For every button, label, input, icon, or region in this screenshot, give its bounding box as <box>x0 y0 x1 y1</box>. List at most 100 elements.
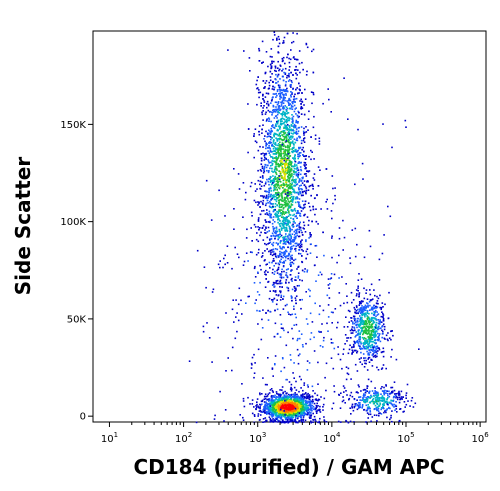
data-point <box>264 405 266 407</box>
data-point <box>361 326 363 329</box>
data-point <box>292 120 294 122</box>
data-point <box>391 391 394 394</box>
data-point <box>284 115 286 117</box>
data-point <box>318 398 321 401</box>
data-point <box>286 74 288 77</box>
data-point <box>376 306 379 308</box>
data-point <box>376 366 378 369</box>
data-point <box>259 418 261 421</box>
data-point <box>276 108 278 111</box>
data-point <box>267 410 269 413</box>
data-point <box>278 405 281 407</box>
data-point <box>378 399 381 402</box>
data-point <box>295 130 298 133</box>
data-point <box>264 96 267 98</box>
data-point <box>300 188 302 190</box>
data-point <box>350 332 353 334</box>
data-point <box>369 321 372 324</box>
data-point <box>367 325 369 328</box>
data-point <box>268 392 271 394</box>
data-point <box>289 247 292 250</box>
data-point <box>391 386 394 389</box>
data-point <box>265 243 268 246</box>
data-point <box>295 184 298 186</box>
data-point <box>247 396 249 399</box>
data-point <box>287 235 289 237</box>
data-point <box>274 185 276 187</box>
data-point <box>316 406 318 408</box>
data-point <box>268 87 270 90</box>
data-point <box>291 327 293 330</box>
data-point <box>380 393 382 395</box>
data-point <box>285 126 288 129</box>
data-point <box>289 176 291 179</box>
data-point <box>365 307 367 309</box>
data-point <box>265 130 267 133</box>
data-point <box>264 113 267 115</box>
data-point <box>269 142 271 145</box>
data-point <box>282 56 285 59</box>
data-point <box>297 122 299 124</box>
data-point <box>284 141 287 143</box>
data-point <box>296 114 299 117</box>
data-point <box>400 396 403 398</box>
data-point <box>269 177 271 180</box>
data-point <box>287 150 290 153</box>
data-point <box>294 392 296 394</box>
data-point <box>325 168 328 170</box>
data-point <box>281 404 284 406</box>
data-point <box>362 310 365 312</box>
data-point <box>284 177 286 180</box>
data-point <box>271 170 273 172</box>
data-point <box>279 299 282 301</box>
data-point <box>293 155 296 158</box>
data-point <box>285 398 288 401</box>
data-point <box>255 405 257 407</box>
data-point <box>284 83 287 86</box>
data-point <box>305 250 308 253</box>
data-point <box>364 357 367 359</box>
data-point <box>272 38 274 41</box>
data-point <box>366 412 369 414</box>
data-point <box>360 357 362 359</box>
data-point <box>274 69 276 72</box>
data-point <box>364 391 367 394</box>
data-point <box>273 117 276 119</box>
data-point <box>278 134 280 136</box>
data-point <box>294 412 297 415</box>
data-point <box>270 408 272 411</box>
data-point <box>301 188 303 191</box>
data-point <box>307 202 310 204</box>
data-point <box>317 421 319 424</box>
data-point <box>283 196 286 199</box>
data-point <box>264 135 266 137</box>
data-point <box>302 221 305 224</box>
data-point <box>359 338 361 341</box>
data-point <box>353 405 356 408</box>
data-point <box>275 82 278 84</box>
data-point <box>297 416 299 418</box>
data-point <box>314 138 317 140</box>
data-point <box>265 410 268 413</box>
data-point <box>259 410 262 412</box>
data-point <box>333 385 335 387</box>
data-point <box>258 248 260 251</box>
data-point <box>278 404 280 406</box>
data-point <box>271 196 274 199</box>
data-point <box>365 292 367 294</box>
data-point <box>298 224 300 227</box>
data-point <box>358 295 360 297</box>
data-point <box>294 409 296 412</box>
data-point <box>293 393 295 396</box>
data-point <box>287 189 289 192</box>
data-point <box>315 404 318 407</box>
data-point <box>384 389 386 392</box>
data-point <box>360 317 363 320</box>
data-point <box>300 417 302 419</box>
data-point <box>369 325 372 328</box>
data-point <box>376 345 379 348</box>
data-point <box>360 341 362 344</box>
data-point <box>393 406 395 408</box>
data-point <box>282 212 284 214</box>
data-point <box>304 203 306 206</box>
